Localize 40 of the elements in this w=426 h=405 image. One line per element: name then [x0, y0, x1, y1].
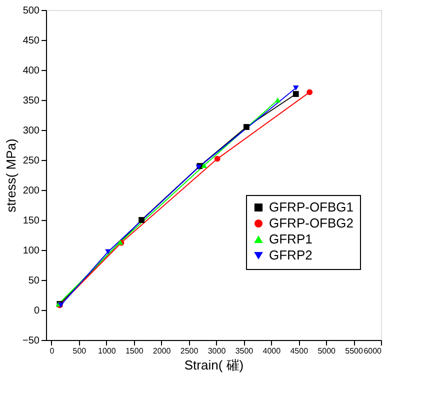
x-tick-label: 3000 — [208, 346, 226, 356]
x-tick-label: 0 — [50, 346, 55, 356]
point — [274, 97, 281, 103]
point — [138, 217, 145, 223]
x-tick-label: 1000 — [98, 346, 116, 356]
point — [292, 85, 299, 91]
y-tick-label: 50 — [28, 276, 40, 286]
legend-label: GFRP-OFBG2 — [269, 216, 354, 230]
x-axis-title: Strain( 磪) — [184, 358, 244, 372]
x-tick-label: 6000 — [364, 346, 382, 356]
y-tick-label: 100 — [22, 246, 40, 256]
x-tick-label: 2000 — [152, 346, 172, 356]
point — [214, 156, 220, 162]
y-tick-label: 250 — [22, 156, 40, 166]
point — [243, 124, 250, 130]
y-axis-title: stress( MPa) — [4, 138, 19, 212]
y-tick-label: 300 — [22, 126, 40, 136]
y-tick-label: 0 — [34, 306, 40, 316]
y-tick-label: 450 — [22, 36, 40, 46]
legend-label: GFRP-OFBG1 — [269, 200, 354, 214]
point — [105, 249, 112, 254]
x-tick-label: 4500 — [290, 346, 309, 356]
x-tick-label: 2500 — [180, 346, 199, 356]
x-tick-label: 500 — [72, 346, 87, 356]
y-tick-label: 200 — [22, 186, 40, 196]
legend-label: GFRP2 — [269, 248, 312, 262]
point — [201, 162, 208, 168]
point — [306, 89, 313, 96]
x-tick-label: 5000 — [318, 346, 336, 356]
y-tick-label: 400 — [22, 66, 40, 76]
point — [292, 91, 299, 97]
y-tick-label: 350 — [22, 96, 40, 106]
legend-label: GFRP1 — [269, 232, 312, 246]
x-tick-label: 5500 — [345, 346, 364, 356]
y-tick-label: 150 — [22, 216, 40, 226]
x-tick-label: 1500 — [125, 346, 144, 356]
x-tick-label: 3500 — [235, 346, 254, 356]
x-tick-label: 4000 — [262, 346, 282, 356]
y-tick-label: −50 — [22, 336, 40, 346]
y-tick-label: 500 — [22, 6, 40, 16]
